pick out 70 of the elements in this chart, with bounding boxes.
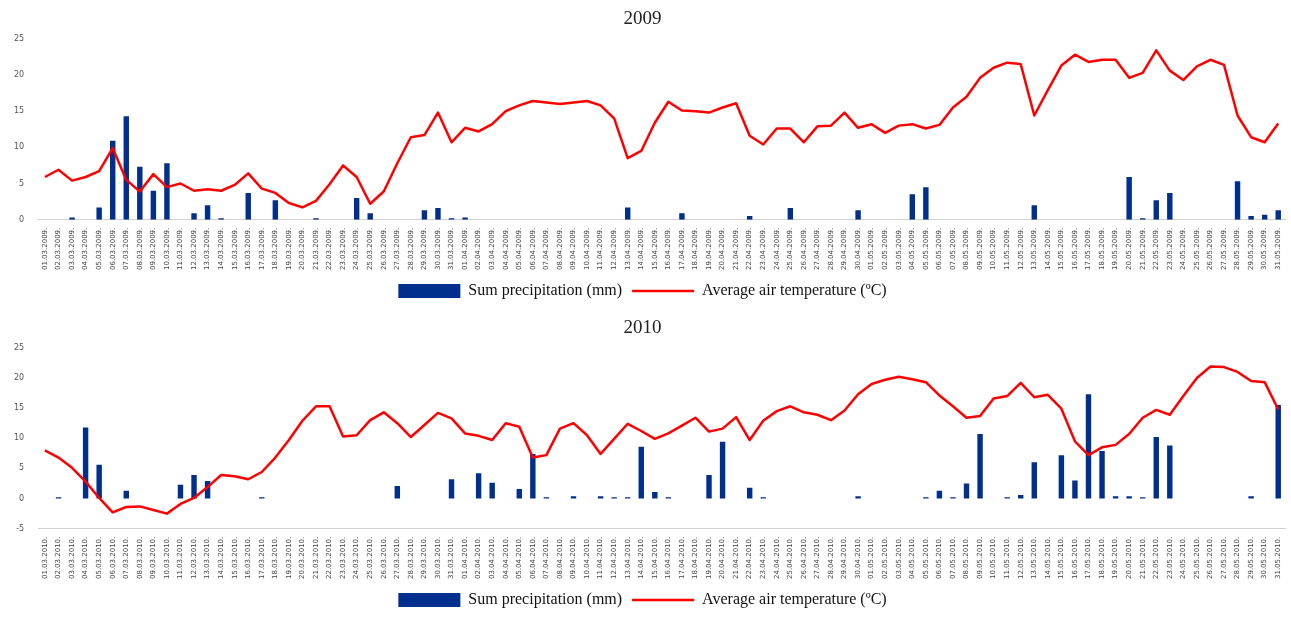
bar (1085, 394, 1092, 499)
bar (1112, 496, 1119, 499)
bar (1234, 181, 1241, 220)
bar (1018, 494, 1024, 499)
y-tick-label: 25 (13, 342, 25, 352)
bar (177, 484, 184, 499)
legend-label: Average air temperature (ºC) (702, 281, 887, 300)
bar (719, 441, 726, 499)
y-tick-label: 0 (19, 493, 25, 503)
y-tick-label: 10 (13, 433, 25, 443)
bar (1153, 200, 1159, 220)
bar (625, 207, 631, 220)
bar (137, 166, 143, 220)
bar (746, 487, 753, 499)
bar (516, 488, 522, 499)
y-tick-label: 5 (19, 463, 25, 473)
bar (204, 205, 211, 220)
bar (164, 163, 170, 220)
bar (855, 496, 861, 499)
y-tick-label: 25 (13, 33, 25, 43)
bar (570, 496, 577, 499)
bar (1072, 480, 1078, 499)
bar (679, 213, 685, 220)
chart-title: 2009 (623, 7, 662, 29)
chart-title: 2010 (623, 316, 662, 338)
y-tick-label: 10 (13, 142, 25, 152)
bar (977, 434, 983, 499)
bar (1167, 445, 1173, 499)
bar (96, 207, 102, 220)
bar (1275, 405, 1281, 499)
bar (923, 187, 929, 220)
bar (1031, 462, 1037, 499)
legend-label: Sum precipitation (mm) (468, 590, 623, 609)
bar (1126, 496, 1132, 499)
bar (963, 483, 970, 499)
bar (638, 446, 644, 499)
bar (652, 491, 658, 499)
y-tick-label: 20 (13, 70, 25, 80)
bar (909, 194, 916, 220)
bar (475, 473, 482, 499)
y-tick-label: -5 (16, 523, 25, 533)
bar (448, 479, 455, 499)
bar (96, 464, 102, 499)
bar (936, 490, 943, 499)
y-tick-label: 20 (13, 373, 25, 383)
bar (597, 496, 604, 499)
bar (245, 192, 251, 220)
bar (1099, 450, 1105, 499)
y-tick-label: 0 (19, 214, 25, 224)
legend-label: Sum precipitation (mm) (468, 281, 623, 300)
bar (1058, 455, 1065, 499)
bar (1167, 192, 1173, 220)
bar (123, 490, 129, 499)
bar (1248, 216, 1254, 220)
y-tick-label: 15 (13, 106, 25, 116)
bar (272, 200, 279, 220)
bar (394, 485, 401, 499)
bar (489, 482, 495, 499)
bar (1153, 437, 1159, 499)
bar (435, 208, 441, 220)
bar (1126, 177, 1132, 220)
bar (1031, 205, 1037, 220)
y-tick-label: 15 (13, 403, 25, 413)
bar (706, 475, 712, 499)
bar (191, 213, 197, 220)
legend-label: Average air temperature (ºC) (702, 590, 887, 609)
bar (1248, 496, 1254, 499)
y-tick-label: 5 (19, 178, 25, 188)
bar (855, 210, 861, 220)
bar (530, 453, 536, 499)
